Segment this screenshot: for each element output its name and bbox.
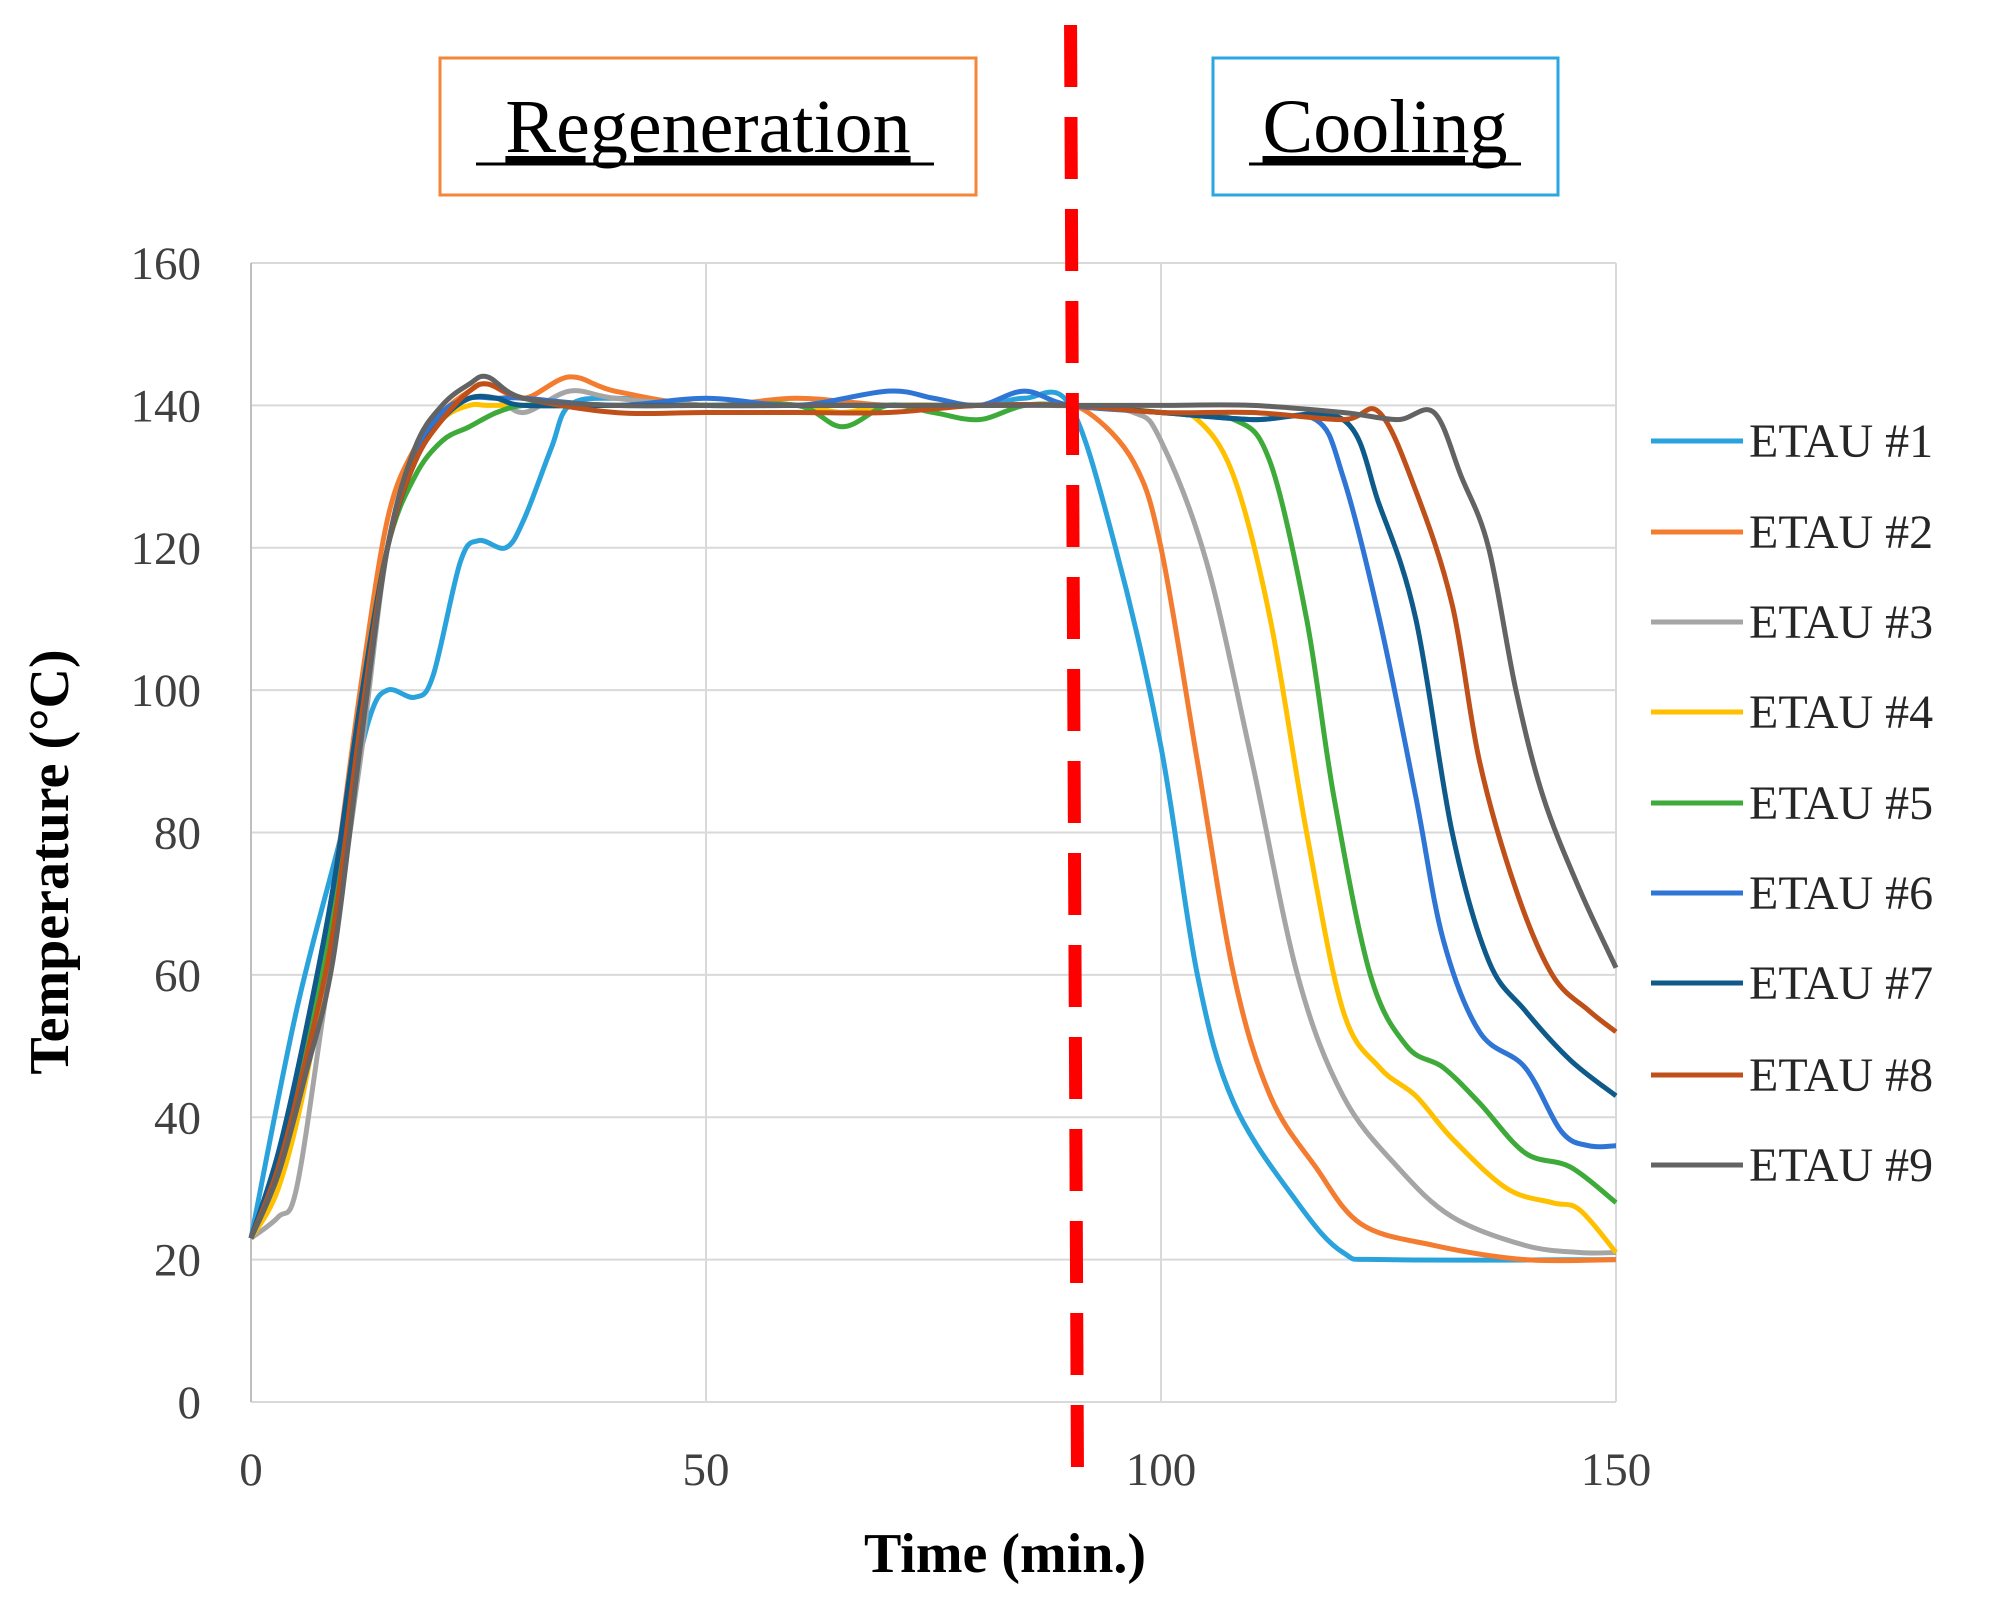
series-line-etau-1	[248, 389, 1617, 1263]
y-tick-label: 160	[131, 238, 202, 290]
phase-divider-line	[1064, 24, 1085, 1489]
legend-label: ETAU #7	[1749, 957, 1933, 1010]
legend-label: ETAU #2	[1749, 506, 1933, 559]
series-line-etau-7	[248, 393, 1618, 1240]
series-line-etau-4	[248, 401, 1618, 1255]
regeneration-label: Regeneration	[505, 85, 910, 169]
y-tick-label: 120	[131, 523, 202, 575]
legend-label: ETAU #9	[1749, 1139, 1933, 1192]
legend-label: ETAU #4	[1749, 686, 1933, 739]
x-axis-title: Time (min.)	[864, 1523, 1146, 1585]
grid	[250, 262, 1617, 1403]
x-tick-labels: 0 50 100 150	[239, 1444, 1651, 1496]
y-tick-label: 80	[154, 808, 201, 860]
series-line-etau-9	[248, 373, 1619, 1240]
y-tick-label: 20	[154, 1235, 201, 1287]
regeneration-box	[438, 56, 978, 197]
x-tick-label: 150	[1581, 1444, 1652, 1496]
y-tick-label: 140	[131, 380, 202, 432]
y-tick-label: 40	[154, 1092, 201, 1144]
legend-label: ETAU #3	[1749, 596, 1933, 649]
y-tick-label: 60	[154, 950, 201, 1002]
x-tick-label: 0	[239, 1444, 263, 1496]
cooling-label: Cooling	[1263, 85, 1508, 169]
x-tick-label: 50	[683, 1444, 730, 1496]
series-line-etau-8	[248, 381, 1618, 1240]
y-axis-title: Temperature (°C)	[19, 649, 81, 1074]
legend: ETAU #1 ETAU #2 ETAU #3 ETAU #4 ETAU #5 ETAU …	[1651, 415, 1933, 1192]
series-line-etau-5	[248, 401, 1618, 1240]
legend-label: ETAU #1	[1749, 415, 1933, 468]
y-tick-label: 0	[178, 1377, 202, 1429]
cooling-box	[1211, 56, 1560, 197]
x-tick-label: 100	[1126, 1444, 1197, 1496]
series-line-etau-2	[248, 374, 1617, 1264]
legend-label: ETAU #5	[1749, 777, 1933, 830]
y-tick-label: 100	[131, 665, 202, 717]
y-tick-labels: 0 20 40 60 80 100 120 140 160	[131, 238, 202, 1429]
legend-label: ETAU #8	[1749, 1049, 1933, 1102]
series-line-etau-6	[248, 388, 1617, 1240]
series-lines	[248, 373, 1619, 1264]
legend-label: ETAU #6	[1749, 867, 1933, 920]
series-line-etau-3	[249, 388, 1617, 1256]
